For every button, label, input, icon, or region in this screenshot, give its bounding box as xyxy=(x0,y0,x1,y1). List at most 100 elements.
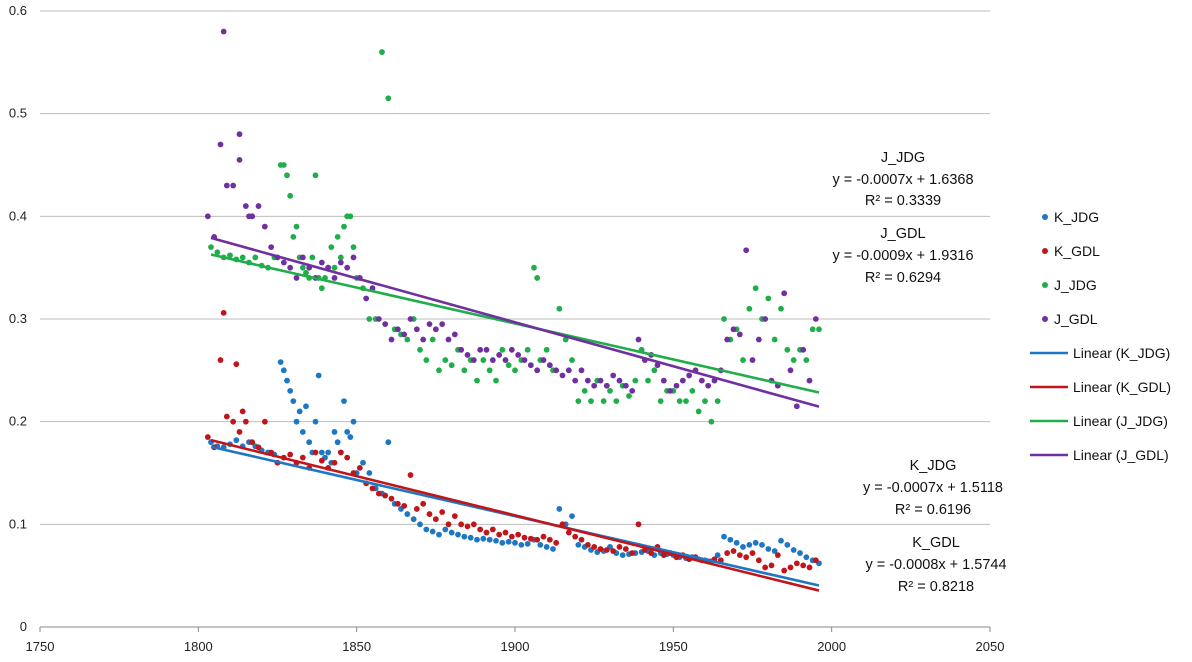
data-point xyxy=(771,336,778,343)
data-point xyxy=(657,398,664,405)
data-point xyxy=(445,521,452,528)
data-point xyxy=(239,254,246,261)
data-point xyxy=(531,264,537,271)
data-point xyxy=(385,95,392,102)
data-point xyxy=(284,377,290,384)
data-point xyxy=(512,367,518,374)
data-point xyxy=(800,562,807,569)
data-point xyxy=(246,213,252,220)
data-point xyxy=(553,539,560,546)
data-point xyxy=(413,326,420,333)
data-point xyxy=(749,550,756,556)
data-point xyxy=(227,252,233,259)
data-point xyxy=(280,367,287,374)
data-point xyxy=(432,516,439,523)
data-point xyxy=(524,540,531,547)
data-point xyxy=(527,535,534,542)
data-point xyxy=(762,316,769,322)
data-point xyxy=(423,357,430,363)
data-point xyxy=(816,326,822,333)
data-point xyxy=(793,403,800,410)
data-point xyxy=(524,346,531,353)
data-point xyxy=(252,254,259,261)
data-point xyxy=(721,316,727,322)
data-point xyxy=(540,357,547,363)
annotation-j-jdg-title: J_JDG xyxy=(881,150,925,166)
data-point xyxy=(268,244,275,251)
data-point xyxy=(223,182,230,189)
annotation-k-jdg-title: K_JDG xyxy=(910,458,957,474)
data-point xyxy=(474,377,480,384)
data-point xyxy=(765,546,772,552)
data-point xyxy=(217,357,224,363)
data-point xyxy=(752,539,759,546)
legend-label: Linear (J_JDG) xyxy=(1073,413,1168,429)
data-point xyxy=(787,367,794,374)
data-point xyxy=(448,529,455,536)
data-point xyxy=(369,485,376,492)
data-point xyxy=(803,357,810,363)
data-point xyxy=(534,275,541,281)
data-point xyxy=(382,492,389,499)
data-point xyxy=(451,331,458,338)
annotation-j-jdg: J_JDG y = -0.0007x + 1.6368 R² = 0.3339 xyxy=(832,150,973,209)
data-point xyxy=(553,367,560,374)
legend-item: K_JDG xyxy=(1042,209,1099,225)
data-point xyxy=(280,259,287,266)
data-point xyxy=(242,203,249,209)
data-point xyxy=(683,398,689,405)
annotation-j-gdl-equation: y = -0.0009x + 1.9316 xyxy=(832,248,973,264)
annotation-k-gdl: K_GDL y = -0.0008x + 1.5744 R² = 0.8218 xyxy=(865,535,1006,595)
data-point xyxy=(556,506,563,512)
data-point xyxy=(293,275,300,281)
data-point xyxy=(442,357,449,363)
data-point xyxy=(426,511,433,517)
data-point xyxy=(382,321,389,328)
data-point xyxy=(759,541,765,548)
data-point xyxy=(394,500,401,507)
data-point xyxy=(439,321,446,328)
data-point xyxy=(426,321,433,328)
data-point xyxy=(578,367,585,374)
data-point xyxy=(432,326,439,333)
y-tick-label: 0.2 xyxy=(9,414,27,429)
data-point xyxy=(493,537,499,544)
data-point xyxy=(461,367,468,374)
data-point xyxy=(445,336,452,343)
data-point xyxy=(727,536,734,543)
data-point xyxy=(714,552,721,559)
data-point xyxy=(404,511,411,517)
data-point xyxy=(239,408,246,415)
data-point xyxy=(312,172,319,179)
data-point xyxy=(417,346,423,353)
trendline-linear-k-gdl xyxy=(210,438,820,592)
data-point xyxy=(350,418,357,425)
data-point xyxy=(242,418,249,425)
data-point xyxy=(299,429,306,435)
data-point xyxy=(464,352,471,358)
y-tick-label: 0.4 xyxy=(9,208,27,223)
data-point xyxy=(407,472,414,478)
x-tick-label: 2050 xyxy=(976,639,1005,654)
data-point xyxy=(331,275,338,281)
data-point xyxy=(569,513,575,520)
annotation-k-jdg: K_JDG y = -0.0007x + 1.5118 R² = 0.6196 xyxy=(863,458,1003,518)
data-point xyxy=(489,526,496,533)
data-point xyxy=(458,521,465,528)
data-point xyxy=(325,449,332,456)
annotation-j-gdl: J_GDL y = -0.0009x + 1.9316 R² = 0.6294 xyxy=(832,226,973,286)
data-point xyxy=(420,500,427,507)
data-point xyxy=(366,470,373,476)
data-point xyxy=(344,429,351,435)
data-point xyxy=(375,316,382,322)
y-tick-label: 0.3 xyxy=(9,311,27,326)
data-point xyxy=(629,387,636,394)
data-point xyxy=(591,382,598,389)
data-point xyxy=(790,357,797,363)
data-point xyxy=(347,434,354,440)
data-point xyxy=(477,346,484,353)
data-point xyxy=(622,382,629,389)
data-point xyxy=(223,413,230,420)
data-point xyxy=(296,408,303,415)
data-point xyxy=(287,264,294,271)
